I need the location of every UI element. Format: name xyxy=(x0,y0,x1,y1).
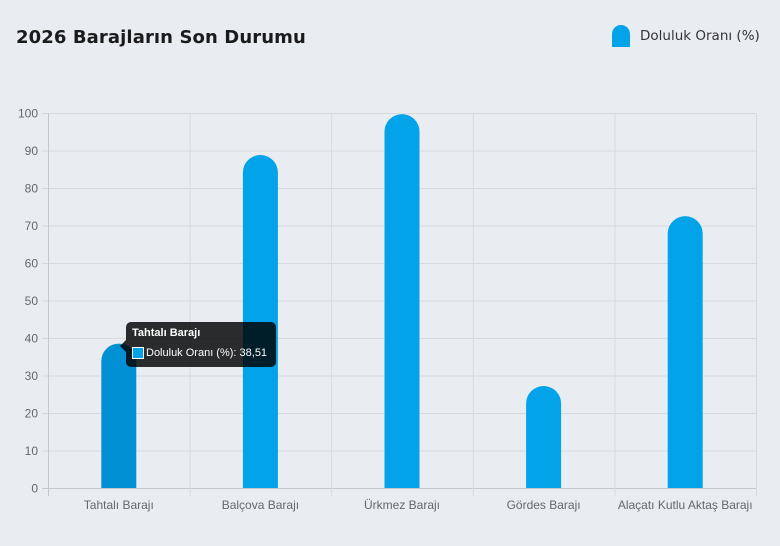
y-tick-label: 30 xyxy=(25,369,39,383)
legend[interactable]: Doluluk Oranı (%) xyxy=(612,25,760,47)
y-tick-label: 40 xyxy=(25,332,39,346)
tooltip-swatch xyxy=(132,347,144,359)
y-tick-label: 100 xyxy=(18,107,38,121)
tooltip-row: Doluluk Oranı (%): 38,51 xyxy=(132,347,267,359)
bar-4[interactable] xyxy=(526,386,562,488)
x-tick-label: Balçova Barajı xyxy=(222,498,299,512)
y-tick-label: 20 xyxy=(25,407,39,421)
chart-title: 2026 Barajların Son Durumu xyxy=(16,27,306,48)
x-tick-label: Alaçatı Kutlu Aktaş Barajı xyxy=(618,498,753,512)
y-tick-label: 60 xyxy=(25,257,39,271)
tooltip: Tahtalı Barajı Doluluk Oranı (%): 38,51 xyxy=(120,322,276,367)
tooltip-value: Doluluk Oranı (%): 38,51 xyxy=(146,347,268,359)
x-tick-label: Gördes Barajı xyxy=(507,498,581,512)
x-tick-label: Ürkmez Barajı xyxy=(364,498,440,512)
bar-1[interactable] xyxy=(101,343,137,488)
bar-5[interactable] xyxy=(667,216,703,488)
legend-label: Doluluk Oranı (%) xyxy=(640,28,760,44)
y-tick-label: 0 xyxy=(31,482,38,496)
legend-swatch xyxy=(612,25,630,47)
tooltip-title: Tahtalı Barajı xyxy=(132,327,201,339)
bar-2[interactable] xyxy=(242,155,278,488)
bar-3[interactable] xyxy=(384,114,420,488)
y-tick-label: 70 xyxy=(25,219,39,233)
y-tick-label: 50 xyxy=(25,294,39,308)
y-tick-label: 90 xyxy=(25,144,39,158)
x-tick-label: Tahtalı Barajı xyxy=(84,498,154,512)
y-tick-label: 10 xyxy=(25,444,39,458)
y-tick-label: 80 xyxy=(25,182,39,196)
